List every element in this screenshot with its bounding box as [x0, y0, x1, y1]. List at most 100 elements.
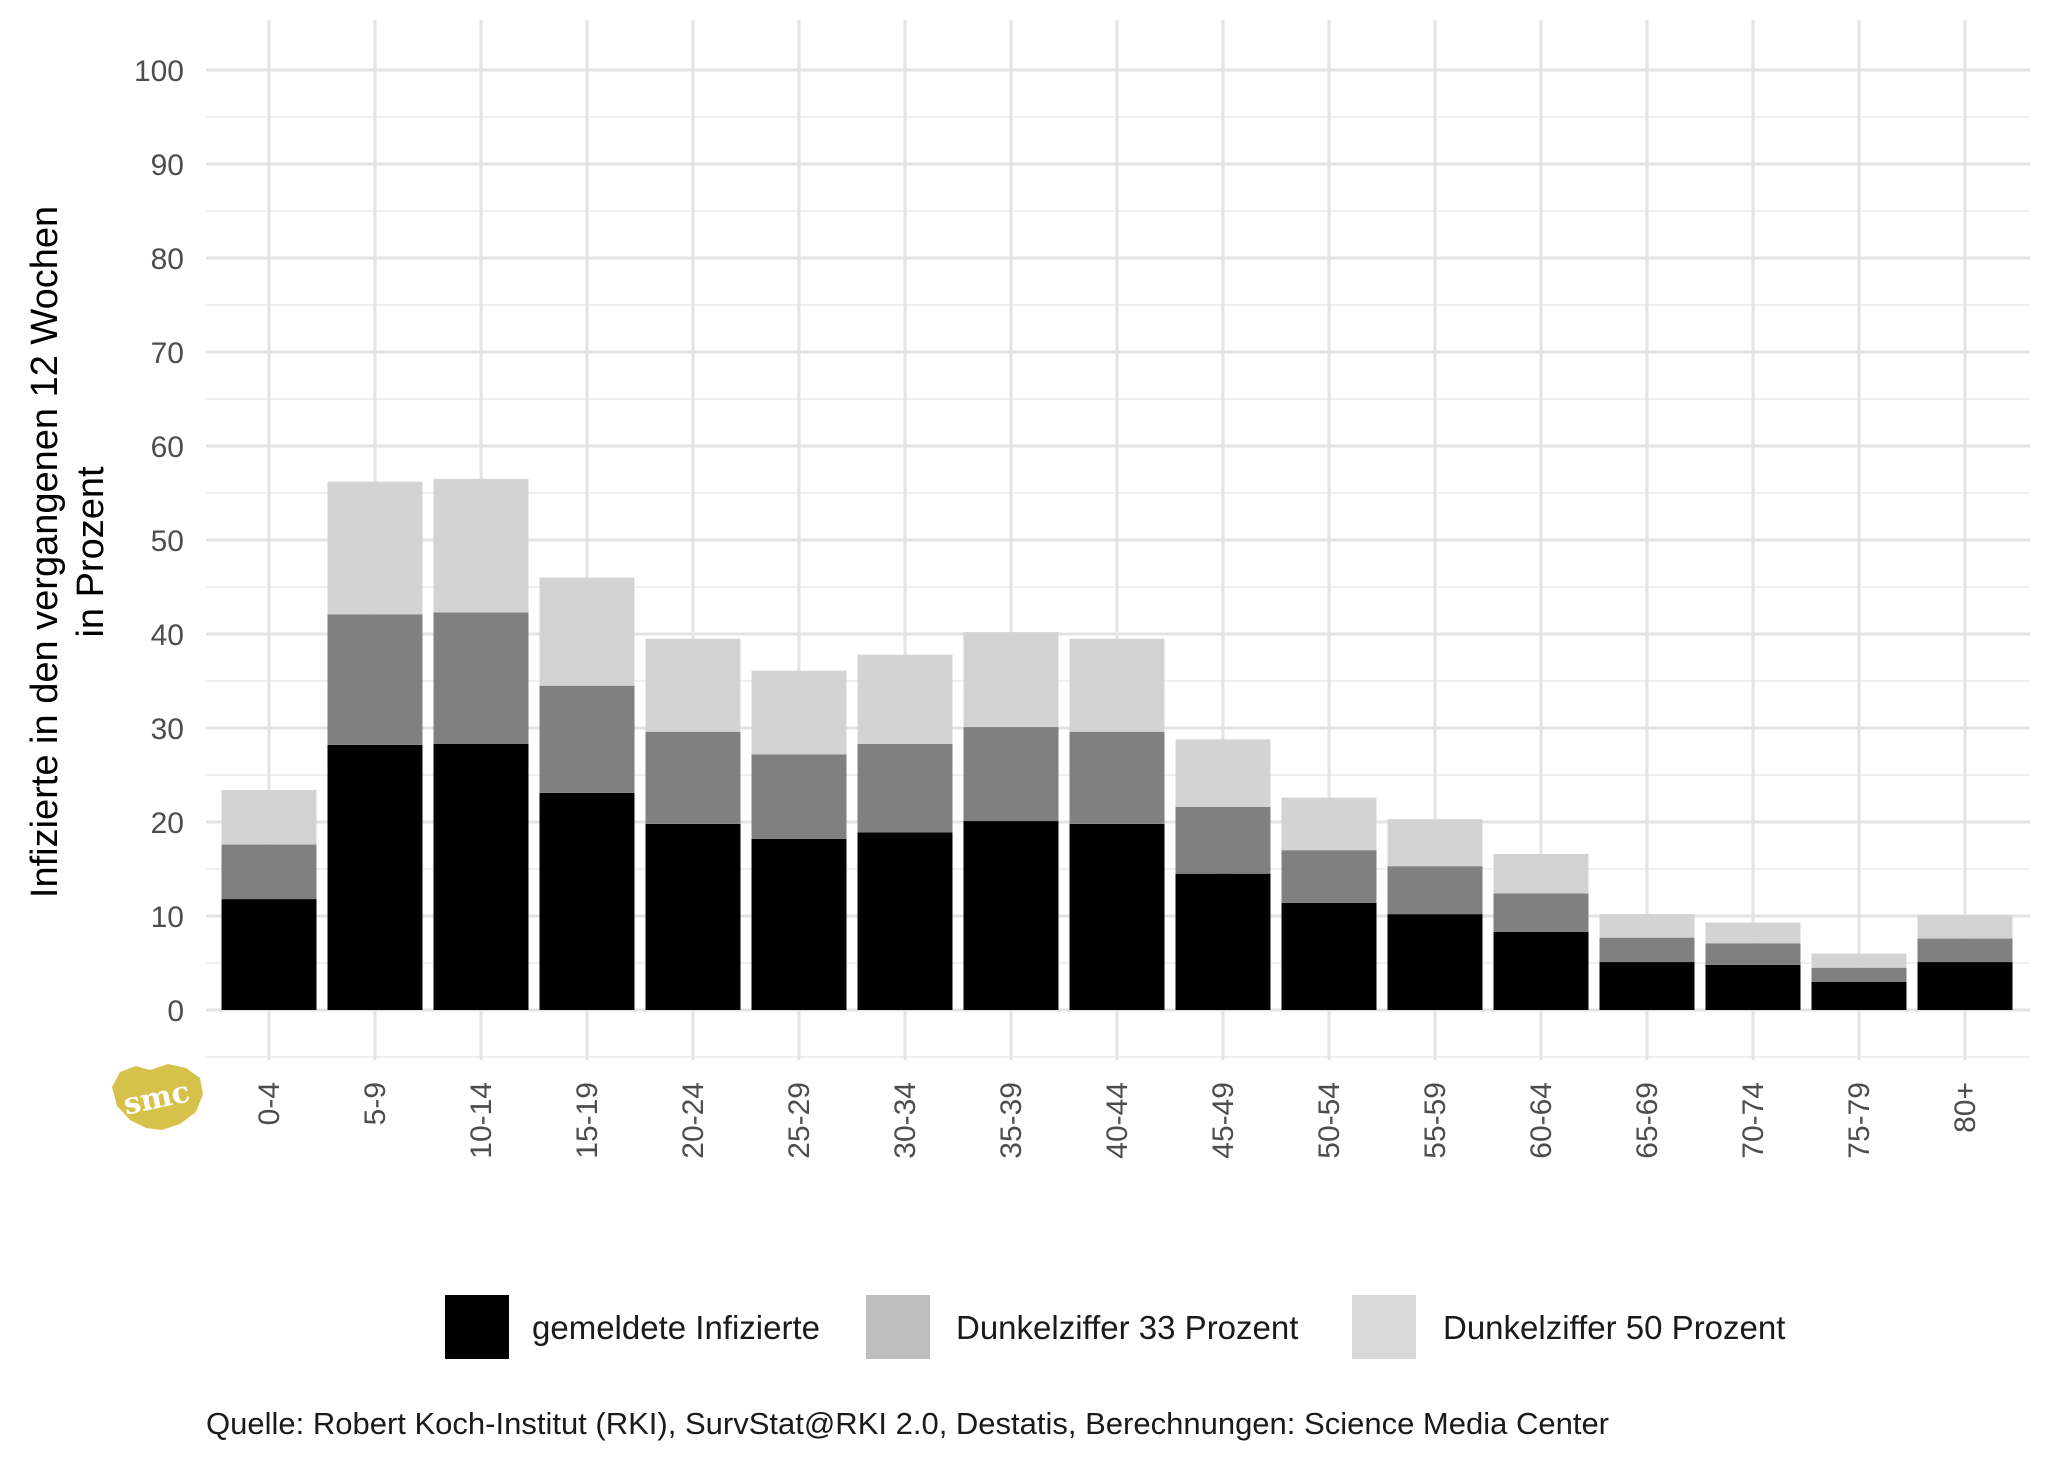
bar-stack-15-19 — [539, 577, 635, 1010]
bar-segment-70-74-series-3 — [1705, 922, 1801, 944]
y-tick-label: 90 — [151, 149, 184, 182]
x-tick-label: 30-34 — [889, 1082, 922, 1159]
bar-segment-65-69-series-2 — [1599, 937, 1695, 963]
bar-stack-20-24 — [645, 638, 741, 1010]
bar-segment-35-39-series-3 — [963, 632, 1059, 728]
bar-segment-80+-series-2 — [1917, 938, 2013, 963]
bar-segment-50-54-series-2 — [1281, 850, 1377, 903]
y-tick-label: 100 — [134, 55, 184, 88]
bar-segment-0-4-series-3 — [221, 790, 317, 845]
bar-segment-25-29-series-3 — [751, 670, 847, 755]
logo-shape — [112, 1064, 203, 1130]
bar-segment-5-9-series-1 — [327, 744, 423, 1010]
y-axis-tick-labels: 0 10 20 30 40 50 60 70 80 90 100 — [134, 55, 184, 1028]
x-tick-label: 0-4 — [253, 1082, 286, 1125]
x-tick-label: 50-54 — [1313, 1082, 1346, 1159]
x-tick-label: 80+ — [1949, 1082, 1982, 1133]
x-tick-label: 25-29 — [783, 1082, 816, 1159]
bar-stack-70-74 — [1705, 922, 1801, 1010]
bar-segment-40-44-series-2 — [1069, 731, 1165, 824]
bar-segment-20-24-series-3 — [645, 638, 741, 732]
bar-segment-40-44-series-3 — [1069, 638, 1165, 732]
bars — [221, 478, 2013, 1010]
bar-stack-40-44 — [1069, 638, 1165, 1010]
bar-stack-50-54 — [1281, 797, 1377, 1010]
bar-segment-45-49-series-3 — [1175, 739, 1271, 807]
x-tick-label: 40-44 — [1101, 1082, 1134, 1159]
bar-segment-45-49-series-2 — [1175, 806, 1271, 874]
bar-segment-55-59-series-1 — [1387, 914, 1483, 1010]
bar-segment-70-74-series-2 — [1705, 943, 1801, 965]
bar-segment-25-29-series-2 — [751, 754, 847, 839]
y-tick-label: 80 — [151, 243, 184, 276]
x-tick-label: 75-79 — [1843, 1082, 1876, 1159]
bar-segment-25-29-series-1 — [751, 838, 847, 1010]
bar-segment-15-19-series-3 — [539, 577, 635, 686]
x-tick-label: 15-19 — [571, 1082, 604, 1159]
bar-segment-0-4-series-1 — [221, 899, 317, 1010]
bar-segment-0-4-series-2 — [221, 844, 317, 900]
x-tick-label: 5-9 — [359, 1082, 392, 1125]
bar-stack-65-69 — [1599, 914, 1695, 1010]
bar-segment-10-14-series-3 — [433, 478, 529, 613]
legend-swatch-dark-33 — [866, 1295, 930, 1359]
bar-stack-45-49 — [1175, 739, 1271, 1010]
bar-segment-15-19-series-1 — [539, 792, 635, 1010]
x-tick-label: 55-59 — [1419, 1082, 1452, 1159]
bar-segment-50-54-series-1 — [1281, 902, 1377, 1010]
bar-segment-45-49-series-1 — [1175, 873, 1271, 1010]
x-tick-label: 60-64 — [1525, 1082, 1558, 1159]
bar-segment-55-59-series-3 — [1387, 819, 1483, 867]
bar-segment-70-74-series-1 — [1705, 964, 1801, 1010]
bar-segment-5-9-series-2 — [327, 614, 423, 745]
x-tick-label: 65-69 — [1631, 1082, 1664, 1159]
legend-label-dark-50: Dunkelziffer 50 Prozent — [1443, 1309, 1785, 1346]
bar-segment-55-59-series-2 — [1387, 866, 1483, 915]
bar-stack-10-14 — [433, 478, 529, 1010]
y-tick-label: 10 — [151, 901, 184, 934]
y-tick-label: 60 — [151, 431, 184, 464]
bar-segment-20-24-series-2 — [645, 731, 741, 824]
bar-stack-80+ — [1917, 915, 2013, 1010]
bar-segment-30-34-series-2 — [857, 743, 953, 833]
legend-label-dark-33: Dunkelziffer 33 Prozent — [956, 1309, 1298, 1346]
bar-segment-20-24-series-1 — [645, 823, 741, 1010]
bar-segment-75-79-series-1 — [1811, 981, 1907, 1010]
bar-segment-80+-series-1 — [1917, 962, 2013, 1010]
y-tick-label: 40 — [151, 619, 184, 652]
bar-stack-5-9 — [327, 481, 423, 1010]
bar-segment-50-54-series-3 — [1281, 797, 1377, 851]
x-tick-label: 70-74 — [1737, 1082, 1770, 1159]
bar-segment-65-69-series-1 — [1599, 962, 1695, 1010]
bar-segment-30-34-series-3 — [857, 654, 953, 744]
bar-segment-60-64-series-2 — [1493, 893, 1589, 932]
bar-segment-10-14-series-2 — [433, 612, 529, 744]
x-axis-tick-labels: 0-4 5-9 10-14 15-19 20-24 25-29 30-34 35-39 40-4… — [253, 1082, 1982, 1159]
source-caption: Quelle: Robert Koch-Institut (RKI), Surv… — [206, 1406, 1609, 1441]
bar-stack-60-64 — [1493, 853, 1589, 1010]
bar-segment-75-79-series-3 — [1811, 953, 1907, 968]
bar-segment-60-64-series-3 — [1493, 853, 1589, 894]
y-tick-label: 30 — [151, 713, 184, 746]
bar-segment-60-64-series-1 — [1493, 931, 1589, 1010]
smc-logo: smc — [112, 1064, 203, 1130]
bar-stack-55-59 — [1387, 819, 1483, 1010]
bar-stack-35-39 — [963, 632, 1059, 1010]
bar-segment-75-79-series-2 — [1811, 967, 1907, 982]
y-axis-title-line-1: Infizierte in den vergangenen 12 Wochen — [24, 206, 66, 898]
x-tick-label: 35-39 — [995, 1082, 1028, 1159]
bar-stack-25-29 — [751, 670, 847, 1010]
bar-segment-65-69-series-3 — [1599, 914, 1695, 938]
bar-segment-5-9-series-3 — [327, 481, 423, 615]
y-tick-label: 20 — [151, 807, 184, 840]
x-tick-label: 20-24 — [677, 1082, 710, 1159]
y-axis-title-line-2: in Prozent — [70, 466, 112, 638]
bar-stack-75-79 — [1811, 953, 1907, 1010]
bar-stack-30-34 — [857, 654, 953, 1010]
x-tick-label: 45-49 — [1207, 1082, 1240, 1159]
bar-segment-10-14-series-1 — [433, 743, 529, 1010]
bar-segment-35-39-series-1 — [963, 821, 1059, 1010]
y-tick-label: 70 — [151, 337, 184, 370]
x-tick-label: 10-14 — [465, 1082, 498, 1159]
